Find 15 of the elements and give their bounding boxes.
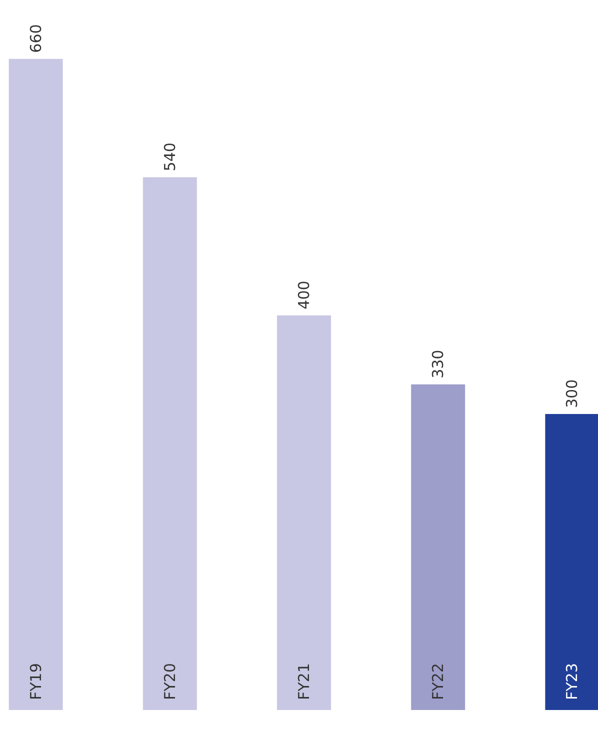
data-label: 300: [563, 379, 582, 408]
x-tick-label: FY21: [295, 663, 313, 700]
data-label: 540: [160, 142, 179, 172]
data-label: 330: [429, 350, 448, 378]
bar: [545, 414, 598, 710]
data-label: 400: [295, 280, 313, 310]
bar: [8, 58, 63, 710]
x-tick-label: FY22: [429, 663, 448, 700]
x-tick-label: FY23: [563, 663, 582, 700]
x-tick-label: FY20: [160, 663, 179, 700]
bar: [277, 315, 331, 710]
bar: [411, 384, 466, 710]
x-tick-label: FY19: [26, 663, 45, 700]
bar: [142, 177, 197, 710]
data-label: 660: [26, 24, 45, 53]
